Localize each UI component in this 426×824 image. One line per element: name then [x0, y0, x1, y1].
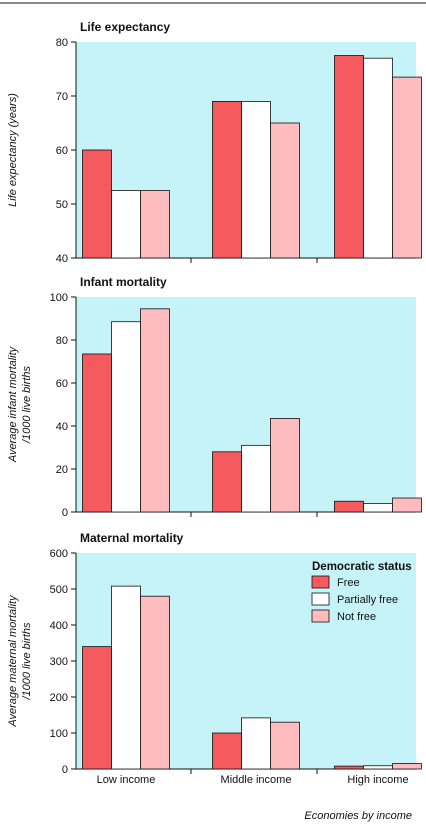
legend-title: Democratic status — [312, 561, 412, 573]
bar-life-expectancy-low-income-partially-free — [111, 190, 141, 259]
panel-infant-mortality: Infant mortality 0 20 40 60 80 100 Average infa… — [7, 275, 422, 519]
bar-maternal-mortality-high-income-free — [334, 765, 364, 770]
legend-label-not-free: Not free — [337, 611, 376, 623]
panel-title: Life expectancy — [80, 20, 170, 34]
bar-infant-mortality-low-income-partially-free — [111, 321, 141, 513]
bar-life-expectancy-high-income-partially-free — [363, 57, 393, 259]
y-axis-label: Average maternal mortality — [7, 594, 19, 728]
legend-swatch-free — [311, 575, 330, 589]
y-axis-label: /1000 live births — [21, 365, 33, 444]
legend-swatch-not-free — [311, 609, 330, 623]
bar-maternal-mortality-low-income-not-free — [140, 595, 170, 770]
bar-maternal-mortality-middle-income-not-free — [270, 721, 300, 770]
bar-life-expectancy-middle-income-partially-free — [241, 101, 271, 259]
bar-infant-mortality-low-income-free — [82, 353, 112, 513]
y-tick-label: 20 — [56, 464, 68, 476]
bar-life-expectancy-low-income-free — [82, 149, 112, 259]
legend: Democratic status Free Partially free Not f… — [311, 561, 412, 623]
bar-life-expectancy-middle-income-free — [212, 101, 242, 259]
y-tick-label: 50 — [56, 199, 68, 211]
x-category-label: Low income — [97, 774, 156, 786]
bar-life-expectancy-high-income-free — [334, 55, 364, 259]
panel-life-expectancy: Life expectancy 40 50 60 70 80 Life expectancy… — [7, 20, 422, 265]
y-tick-label: 80 — [56, 335, 68, 347]
bar-infant-mortality-high-income-partially-free — [363, 502, 393, 513]
bar-infant-mortality-middle-income-free — [212, 451, 242, 513]
panel-maternal-mortality: Maternal mortality 0 100 200 300 400 500 600 Ave… — [7, 531, 422, 786]
bar-life-expectancy-low-income-not-free — [140, 190, 170, 259]
legend-label-free: Free — [337, 577, 360, 589]
bar-maternal-mortality-high-income-partially-free — [363, 765, 393, 770]
y-tick-label: 0 — [62, 507, 68, 519]
bar-infant-mortality-high-income-free — [334, 500, 364, 513]
y-tick-label: 60 — [56, 378, 68, 390]
x-axis-label: Economies by income — [304, 810, 412, 822]
panel-title: Infant mortality — [80, 275, 167, 289]
bar-maternal-mortality-high-income-not-free — [392, 763, 422, 770]
chart-panels: Life expectancy 40 50 60 70 80 Life expectancy… — [7, 20, 422, 786]
y-axis-label: /1000 live births — [21, 622, 33, 701]
y-tick-label: 300 — [50, 656, 68, 668]
y-axis-label: Life expectancy (years) — [7, 93, 19, 207]
y-tick-label: 0 — [62, 764, 68, 776]
bar-infant-mortality-middle-income-not-free — [270, 418, 300, 513]
y-tick-label: 40 — [56, 253, 68, 265]
bar-maternal-mortality-middle-income-free — [212, 732, 242, 770]
bar-infant-mortality-low-income-not-free — [140, 308, 170, 513]
y-tick-label: 60 — [56, 145, 68, 157]
y-tick-label: 500 — [50, 584, 68, 596]
x-category-label: Middle income — [221, 774, 292, 786]
y-tick-label: 200 — [50, 692, 68, 704]
bar-maternal-mortality-low-income-partially-free — [111, 585, 141, 770]
bar-maternal-mortality-low-income-free — [82, 646, 112, 770]
y-tick-label: 40 — [56, 421, 68, 433]
legend-swatch-partially-free — [311, 592, 330, 606]
bar-infant-mortality-high-income-not-free — [392, 497, 422, 513]
legend-label-partially-free: Partially free — [337, 594, 398, 606]
y-axis-label: Average infant mortality — [7, 345, 19, 463]
y-tick-label: 80 — [56, 37, 68, 49]
y-tick-label: 400 — [50, 620, 68, 632]
y-tick-label: 100 — [50, 292, 68, 304]
bar-life-expectancy-middle-income-not-free — [270, 122, 300, 259]
y-tick-label: 70 — [56, 91, 68, 103]
x-category-label: High income — [347, 774, 408, 786]
y-tick-label: 100 — [50, 728, 68, 740]
panel-title: Maternal mortality — [80, 531, 184, 545]
bar-life-expectancy-high-income-not-free — [392, 76, 422, 259]
y-tick-label: 600 — [50, 548, 68, 560]
bar-maternal-mortality-middle-income-partially-free — [241, 717, 271, 770]
bar-infant-mortality-middle-income-partially-free — [241, 444, 271, 513]
